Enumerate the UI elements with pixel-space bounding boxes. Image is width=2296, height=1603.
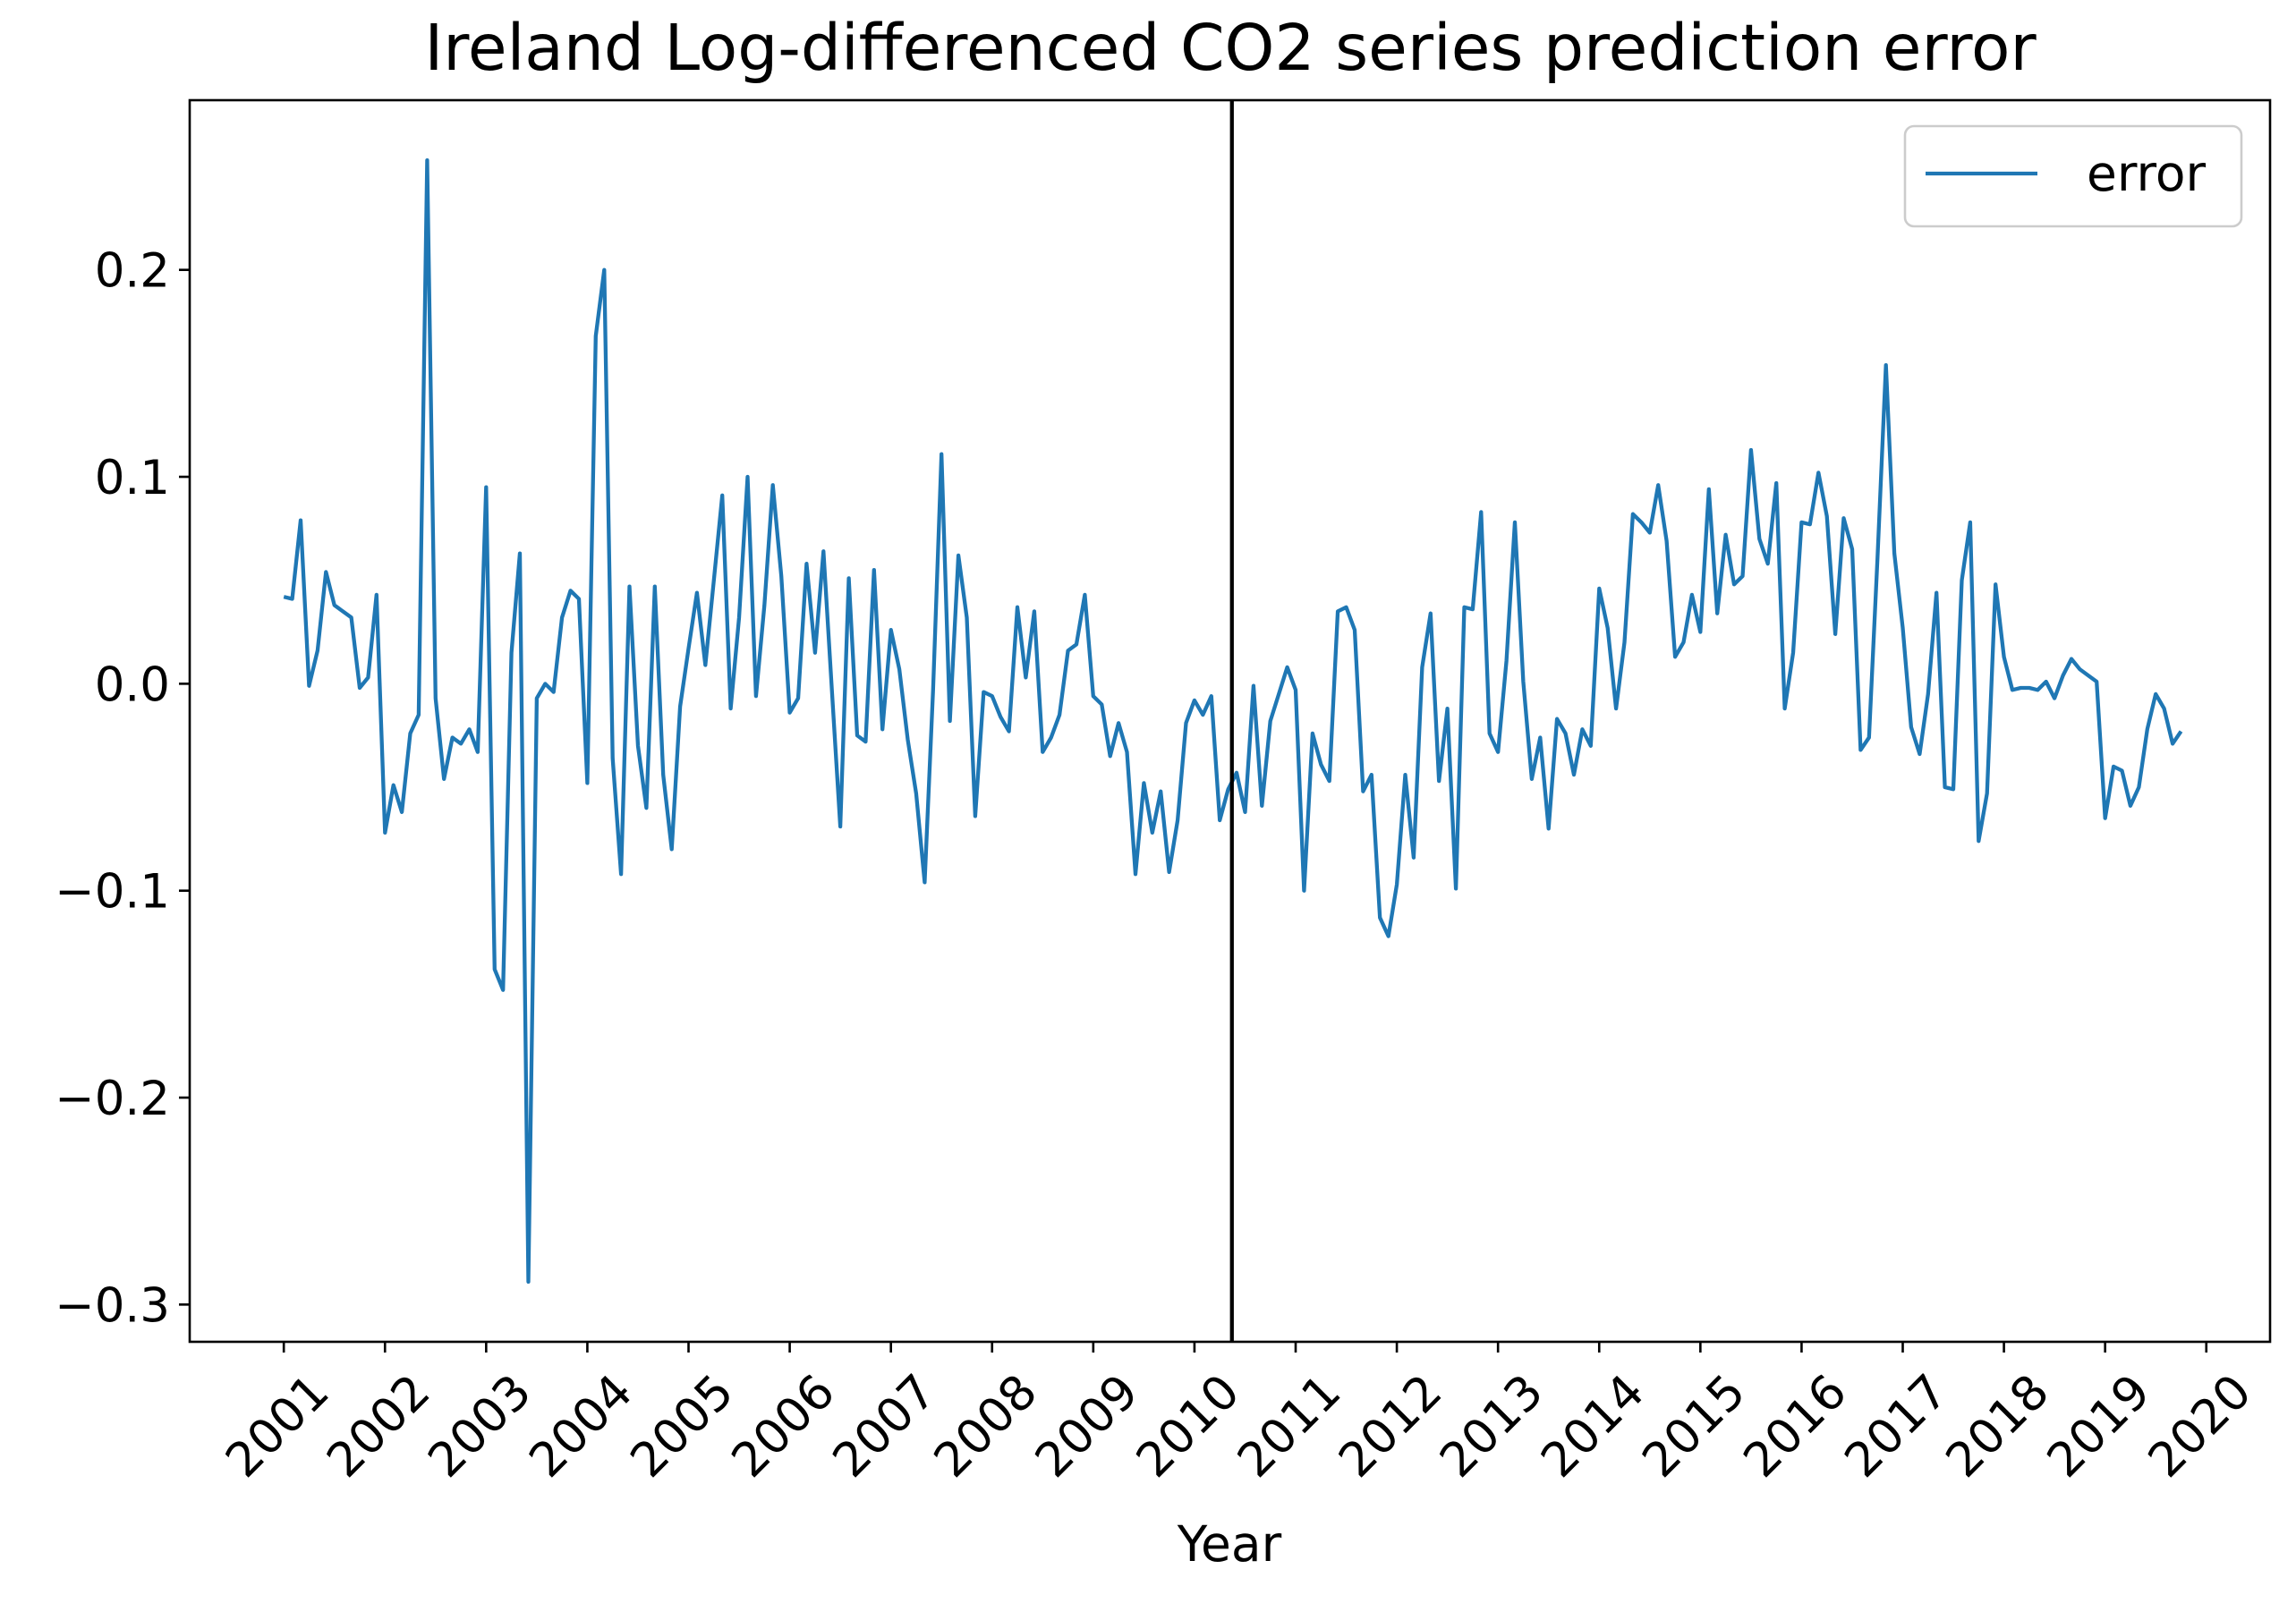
x-tick-label: 2011 <box>1228 1364 1352 1488</box>
x-tick-label: 2010 <box>1127 1364 1251 1488</box>
x-tick-label: 2014 <box>1531 1364 1655 1488</box>
x-tick-label: 2001 <box>216 1364 340 1488</box>
y-tick-label: −0.3 <box>55 1278 170 1333</box>
x-tick-label: 2007 <box>823 1364 948 1488</box>
y-tick-label: −0.1 <box>55 865 170 920</box>
x-tick-label: 2019 <box>2037 1364 2162 1488</box>
chart-title: Ireland Log-differenced CO2 series predi… <box>424 11 2037 85</box>
x-axis-label: Year <box>1177 1515 1282 1573</box>
legend: error <box>1903 124 2243 228</box>
x-tick-label: 2018 <box>1935 1364 2060 1488</box>
x-tick-label: 2003 <box>418 1364 542 1488</box>
x-tick-label: 2006 <box>721 1364 846 1488</box>
legend-label-error: error <box>2087 145 2207 202</box>
x-axis: 2001200220032004200520062007200820092010… <box>216 1342 2262 1488</box>
x-tick-label: 2009 <box>1025 1364 1150 1488</box>
y-tick-label: 0.1 <box>95 451 170 505</box>
x-tick-label: 2016 <box>1733 1364 1858 1488</box>
x-tick-label: 2005 <box>620 1364 744 1488</box>
y-axis: −0.3 −0.2 −0.1 0.0 0.1 0.2 <box>55 244 190 1333</box>
legend-box <box>1903 124 2243 228</box>
x-tick-label: 2020 <box>2139 1364 2263 1488</box>
x-tick-label: 2015 <box>1632 1364 1756 1488</box>
x-tick-label: 2008 <box>924 1364 1049 1488</box>
x-tick-label: 2002 <box>317 1364 441 1488</box>
y-tick-label: 0.2 <box>95 244 170 299</box>
x-tick-label: 2012 <box>1329 1364 1453 1488</box>
x-tick-label: 2017 <box>1834 1364 1959 1488</box>
y-tick-label: 0.0 <box>95 657 170 712</box>
x-tick-label: 2013 <box>1430 1364 1554 1488</box>
y-tick-label: −0.2 <box>55 1072 170 1126</box>
plot-area-frame <box>188 98 2272 1344</box>
x-tick-label: 2004 <box>519 1364 643 1488</box>
